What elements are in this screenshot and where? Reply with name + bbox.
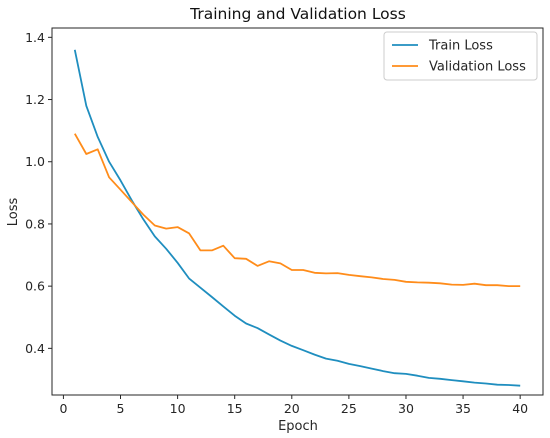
x-tick-label: 20 xyxy=(284,401,300,416)
legend-box xyxy=(383,31,538,81)
x-tick-label: 0 xyxy=(59,401,67,416)
legend: Train Loss Validation Loss xyxy=(383,31,538,81)
legend-label-train-loss: Train Loss xyxy=(428,39,493,54)
x-tick-label: 30 xyxy=(398,401,414,416)
y-tick-label: 0.6 xyxy=(25,279,45,294)
y-tick-label: 0.4 xyxy=(25,341,45,356)
y-tick-label: 0.8 xyxy=(25,216,45,231)
x-tick-label: 15 xyxy=(227,401,243,416)
y-axis-label: Loss xyxy=(6,198,21,227)
y-tick-label: 1.4 xyxy=(25,30,45,45)
legend-label-validation-loss: Validation Loss xyxy=(429,60,526,75)
y-tick-label: 1.0 xyxy=(25,154,45,169)
series-line-train-loss xyxy=(73,49,521,387)
plot-area-frame xyxy=(51,27,544,396)
y-tick-label: 1.2 xyxy=(25,92,45,107)
x-tick-label: 25 xyxy=(341,401,357,416)
x-tick-label: 40 xyxy=(512,401,528,416)
x-tick-label: 5 xyxy=(117,401,125,416)
x-tick-label: 35 xyxy=(455,401,471,416)
x-axis-label: Epoch xyxy=(278,419,318,434)
chart-title: Training and Validation Loss xyxy=(189,5,406,23)
series-line-validation-loss xyxy=(74,133,521,288)
x-tick-label: 10 xyxy=(170,401,186,416)
